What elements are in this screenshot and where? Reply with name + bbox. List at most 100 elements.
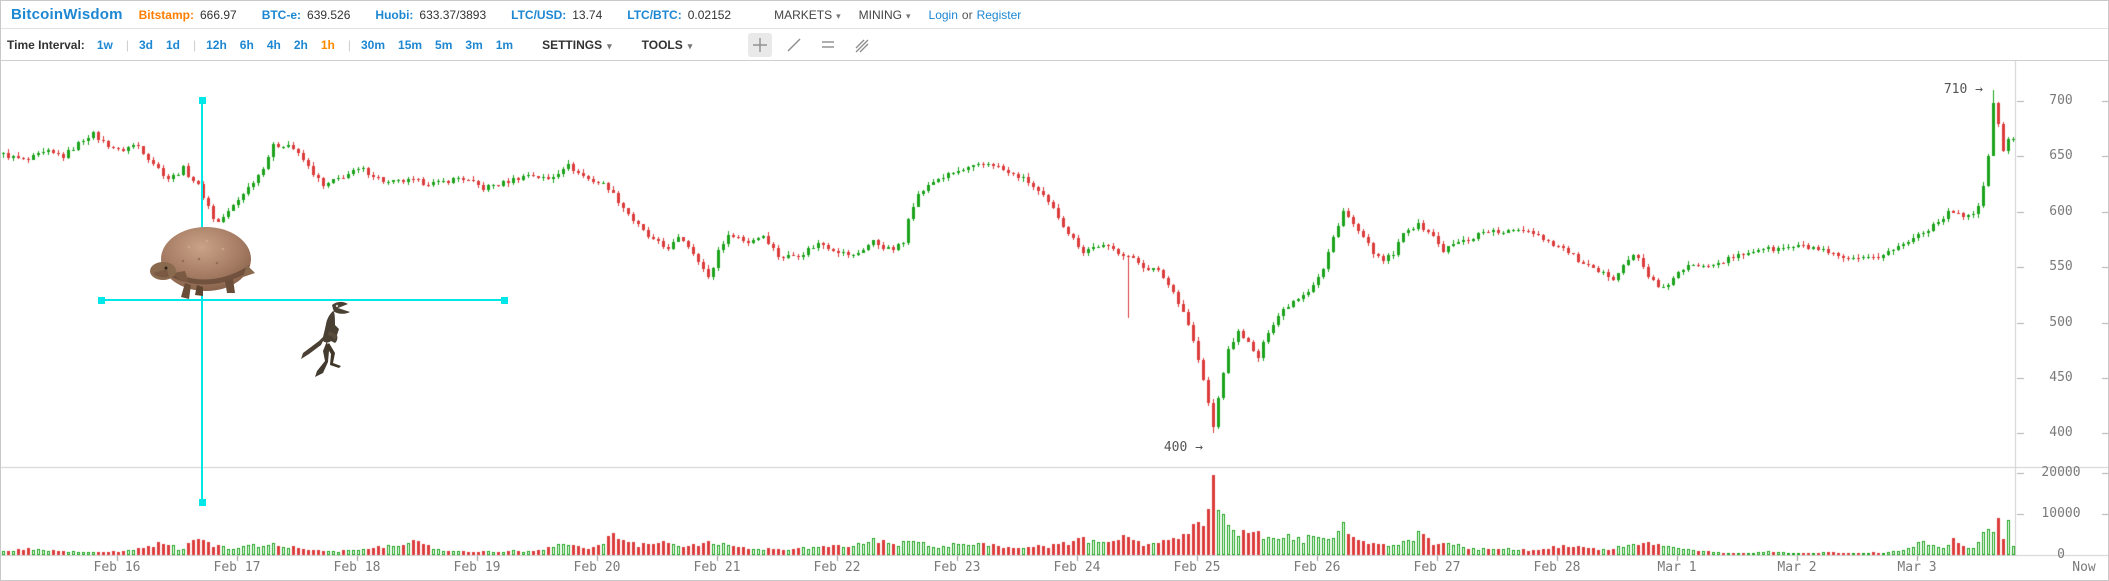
crosshair-horizontal-line[interactable] bbox=[101, 299, 504, 301]
volume-axis-label: 20000 bbox=[2041, 465, 2081, 480]
horizontal-lines-icon bbox=[822, 40, 835, 48]
trendline-icon bbox=[787, 38, 801, 51]
price-axis-label: 600 bbox=[2049, 203, 2073, 219]
date-label: Feb 17 bbox=[213, 560, 261, 575]
interval-30m[interactable]: 30m bbox=[360, 37, 386, 52]
interval-1h[interactable]: 1h bbox=[320, 37, 335, 52]
markets-menu-label: MARKETS bbox=[774, 7, 833, 22]
crosshair-tool-button[interactable] bbox=[748, 32, 773, 57]
date-label: Mar 2 bbox=[1777, 560, 1817, 575]
crosshair-handle[interactable] bbox=[199, 97, 206, 104]
tools-menu[interactable]: TOOLS ▾ bbox=[641, 37, 693, 52]
volume-axis-label: 10000 bbox=[2041, 506, 2081, 521]
price-axis-label: 450 bbox=[2049, 370, 2073, 385]
divider: | bbox=[347, 37, 351, 52]
drawing-tools bbox=[748, 32, 884, 57]
interval-5m[interactable]: 5m bbox=[435, 37, 453, 52]
date-label: Feb 25 bbox=[1173, 560, 1221, 575]
trendline-tool-button[interactable] bbox=[782, 33, 806, 57]
chevron-down-icon: ▾ bbox=[607, 40, 612, 51]
interval-15m[interactable]: 15m bbox=[398, 37, 423, 52]
markets-menu[interactable]: MARKETS ▾ bbox=[774, 8, 841, 22]
date-label: Feb 20 bbox=[573, 560, 621, 575]
interval-3d[interactable]: 3d bbox=[138, 37, 153, 52]
ticker-value: 633.37/3893 bbox=[419, 7, 487, 22]
volume-axis-label: 0 bbox=[2057, 547, 2065, 562]
market-ticker[interactable]: LTC/USD: 13.74 bbox=[511, 8, 602, 22]
ticker-label: BTC-e: bbox=[261, 7, 302, 22]
extreme-price-annotation: 710 → bbox=[1943, 82, 1983, 97]
login-link[interactable]: Login bbox=[928, 7, 958, 22]
glyptodont-image bbox=[150, 227, 255, 299]
interval-links: 1w | 3d 1d | 12h 6h 4h 2h 1h | 30m 15m 5m 3m 1m bbox=[97, 38, 526, 52]
horizontal-lines-tool-button[interactable] bbox=[816, 33, 840, 57]
price-axis-label: 700 bbox=[2049, 93, 2073, 108]
market-ticker[interactable]: Bitstamp: 666.97 bbox=[139, 8, 237, 22]
header-bar: BitcoinWisdom Bitstamp: 666.97 BTC-e: 639.5… bbox=[1, 1, 2108, 29]
interval-1d[interactable]: 1d bbox=[165, 37, 180, 52]
ticker-value: 639.526 bbox=[307, 7, 351, 22]
date-label: Feb 23 bbox=[933, 560, 981, 575]
interval-1m[interactable]: 1m bbox=[495, 37, 514, 52]
ticker-label: LTC/BTC: bbox=[627, 7, 682, 22]
divider: | bbox=[192, 37, 197, 52]
crosshair-handle[interactable] bbox=[199, 499, 206, 506]
chevron-down-icon: ▾ bbox=[906, 10, 911, 21]
mining-menu[interactable]: MINING ▾ bbox=[859, 8, 911, 22]
ticker-value: 666.97 bbox=[199, 7, 237, 22]
divider: | bbox=[125, 37, 129, 52]
now-label: Now bbox=[2072, 560, 2096, 575]
date-label: Feb 21 bbox=[693, 560, 741, 575]
crosshair-vertical-line[interactable] bbox=[201, 100, 203, 502]
interval-3m[interactable]: 3m bbox=[465, 37, 483, 52]
settings-menu[interactable]: SETTINGS ▾ bbox=[542, 37, 612, 52]
interval-12h[interactable]: 12h bbox=[206, 37, 227, 52]
price-axis-label: 500 bbox=[2049, 314, 2073, 330]
market-ticker[interactable]: Huobi: 633.37/3893 bbox=[375, 8, 486, 22]
price-axis-label: 650 bbox=[2049, 148, 2073, 164]
pitchfork-tool-button[interactable] bbox=[850, 33, 874, 57]
price-axis-label: 550 bbox=[2049, 259, 2073, 275]
chevron-down-icon: ▾ bbox=[687, 40, 693, 51]
interval-2h[interactable]: 2h bbox=[293, 37, 308, 52]
price-tickers: Bitstamp: 666.97 BTC-e: 639.526 Huobi: 633.37… bbox=[139, 8, 756, 22]
ticker-label: Bitstamp: bbox=[138, 7, 194, 22]
auth-or-text: or bbox=[961, 7, 973, 22]
crosshair-icon bbox=[753, 37, 768, 52]
app-logo[interactable]: BitcoinWisdom bbox=[11, 6, 123, 23]
date-label: Feb 18 bbox=[333, 560, 381, 575]
candlestick-chart-canvas[interactable] bbox=[1, 61, 2108, 580]
date-label: Feb 16 bbox=[93, 560, 141, 575]
ticker-value: 0.02152 bbox=[687, 7, 732, 22]
market-ticker[interactable]: BTC-e: 639.526 bbox=[262, 8, 351, 22]
chevron-down-icon: ▾ bbox=[836, 10, 841, 21]
chart-area: 700 650 600 550 500 450 400 20000 10000 0 Feb 16 Fe… bbox=[1, 61, 2108, 580]
chart-toolbar: Time Interval: 1w | 3d 1d | 12h 6h 4h 2h 1h | 30m 15… bbox=[1, 29, 2108, 61]
raptor-image bbox=[301, 301, 350, 377]
date-label: Feb 26 bbox=[1293, 560, 1341, 575]
price-axis-label: 400 bbox=[2049, 425, 2073, 441]
date-label: Mar 3 bbox=[1897, 560, 1937, 575]
interval-1w[interactable]: 1w bbox=[96, 37, 113, 52]
date-label: Feb 22 bbox=[813, 560, 861, 575]
crosshair-handle[interactable] bbox=[98, 297, 105, 304]
date-label: Feb 24 bbox=[1053, 560, 1101, 575]
extreme-price-annotation: 400 → bbox=[1163, 440, 1203, 455]
crosshair-handle[interactable] bbox=[501, 297, 508, 304]
time-interval-label: Time Interval: bbox=[7, 37, 85, 52]
pitchfork-icon bbox=[855, 39, 869, 52]
header-menus: MARKETS ▾ MINING ▾ bbox=[756, 8, 910, 22]
ticker-label: LTC/USD: bbox=[511, 7, 567, 22]
mining-menu-label: MINING bbox=[858, 7, 902, 22]
date-label: Mar 1 bbox=[1657, 560, 1697, 575]
register-link[interactable]: Register bbox=[976, 7, 1022, 22]
interval-4h[interactable]: 4h bbox=[266, 37, 281, 52]
date-label: Feb 19 bbox=[453, 560, 501, 575]
auth-links: Login or Register bbox=[929, 8, 1022, 22]
date-label: Feb 28 bbox=[1533, 560, 1581, 575]
ticker-label: Huobi: bbox=[375, 7, 414, 22]
date-label: Feb 27 bbox=[1413, 560, 1461, 575]
interval-6h[interactable]: 6h bbox=[239, 37, 254, 52]
market-ticker[interactable]: LTC/BTC: 0.02152 bbox=[627, 8, 731, 22]
